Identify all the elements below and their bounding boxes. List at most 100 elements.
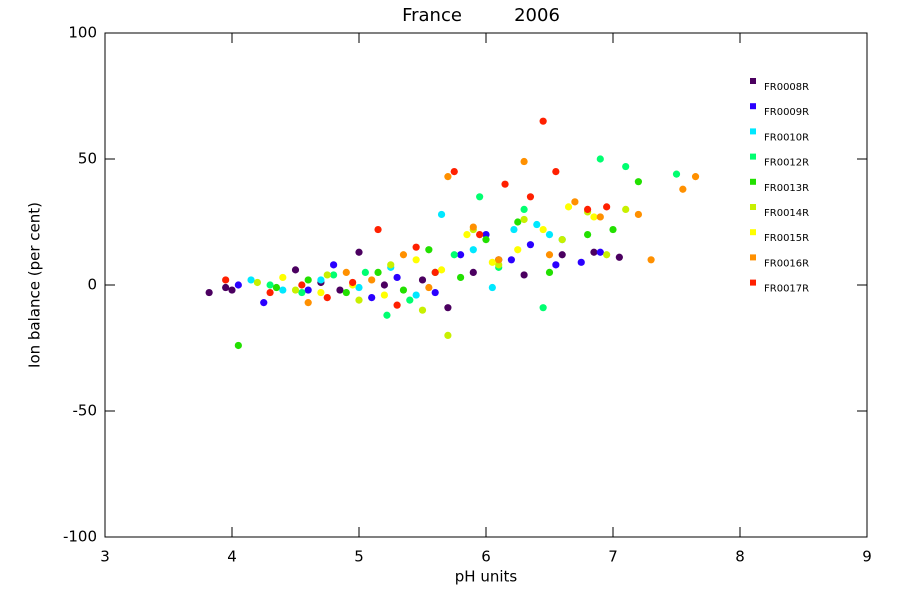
point — [247, 276, 255, 284]
x-tick-label: 9 — [862, 548, 872, 566]
point — [488, 283, 496, 292]
chart-title: France — [402, 5, 462, 26]
y-tick-label: 50 — [78, 150, 97, 168]
legend-label: FR0010R — [764, 132, 809, 143]
point — [615, 253, 623, 261]
point — [412, 291, 420, 299]
point — [418, 306, 427, 314]
point — [520, 271, 528, 279]
point — [279, 286, 287, 294]
point — [374, 268, 382, 276]
point — [514, 218, 522, 226]
point — [330, 261, 338, 269]
chart-year: 2006 — [514, 5, 560, 26]
point — [317, 288, 325, 297]
point — [450, 251, 458, 259]
point — [355, 283, 363, 292]
point — [304, 299, 312, 307]
point — [558, 236, 566, 244]
point — [495, 256, 503, 264]
point — [336, 286, 344, 294]
point — [234, 281, 242, 289]
legend-marker — [750, 254, 756, 261]
point — [425, 246, 433, 254]
point — [545, 268, 554, 276]
point — [412, 243, 420, 251]
x-tick-label: 3 — [100, 548, 110, 566]
point — [526, 241, 535, 249]
point — [514, 246, 522, 254]
point — [342, 288, 350, 297]
point — [272, 283, 281, 292]
point — [590, 213, 598, 221]
point — [476, 193, 484, 201]
legend-label: FR0017R — [764, 284, 809, 295]
point — [469, 223, 477, 231]
point — [634, 210, 643, 219]
point — [342, 268, 350, 276]
legend-label: FR0012R — [764, 158, 809, 169]
x-tick-label: 7 — [608, 548, 618, 566]
point — [539, 225, 547, 234]
x-axis-label: pH units — [455, 568, 518, 586]
point — [603, 251, 611, 259]
point — [291, 266, 300, 274]
point — [584, 205, 592, 213]
point — [545, 251, 554, 259]
point — [279, 273, 287, 282]
point — [406, 296, 414, 304]
point — [368, 276, 376, 284]
legend-label: FR0016R — [764, 258, 809, 269]
point — [444, 173, 452, 181]
point — [590, 248, 598, 256]
point — [526, 193, 535, 201]
point — [437, 210, 446, 219]
point — [374, 225, 382, 234]
point — [222, 283, 230, 292]
legend-marker — [750, 103, 756, 110]
point — [425, 283, 433, 292]
point — [609, 225, 617, 234]
point — [571, 198, 579, 206]
legend-marker — [750, 153, 756, 160]
point — [672, 170, 681, 178]
legend-label: FR0015R — [764, 233, 809, 244]
point — [463, 231, 471, 239]
point — [552, 261, 560, 269]
point — [691, 173, 700, 181]
point — [469, 268, 477, 276]
point — [520, 205, 528, 213]
point — [304, 286, 312, 294]
point — [399, 286, 408, 294]
point — [266, 281, 274, 289]
point — [520, 215, 528, 224]
point — [399, 251, 408, 259]
point — [476, 231, 484, 239]
point — [431, 268, 439, 276]
point — [205, 288, 213, 297]
x-tick-label: 6 — [481, 548, 491, 566]
point — [437, 266, 446, 274]
point — [291, 286, 300, 294]
point — [647, 256, 655, 264]
point — [501, 180, 509, 188]
point — [330, 271, 338, 279]
x-tick-label: 8 — [735, 548, 745, 566]
point — [510, 225, 518, 234]
point — [444, 304, 452, 312]
point — [323, 271, 331, 279]
legend-marker — [750, 78, 756, 84]
point — [228, 286, 236, 294]
point — [323, 294, 331, 302]
point — [355, 248, 363, 256]
point — [596, 248, 604, 256]
point — [507, 256, 515, 264]
point — [495, 261, 503, 269]
point — [298, 281, 306, 289]
point — [387, 261, 395, 269]
point — [222, 276, 230, 284]
point — [622, 162, 630, 171]
point — [368, 294, 376, 302]
point — [564, 203, 573, 211]
